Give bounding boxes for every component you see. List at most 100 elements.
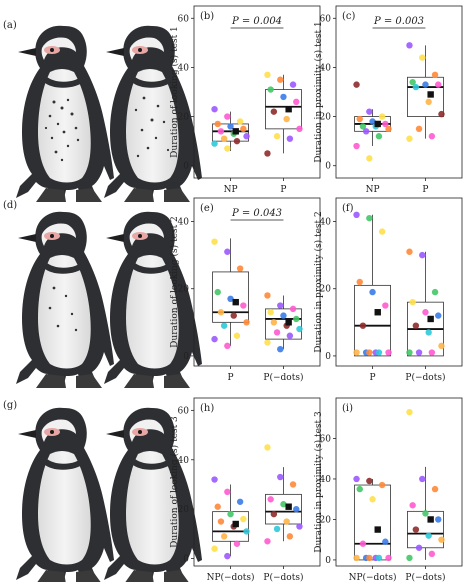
data-point [240, 302, 247, 309]
data-point [264, 150, 271, 157]
data-point [220, 135, 228, 142]
row-label-d: (d) [3, 200, 17, 211]
data-point [264, 292, 271, 299]
data-point [230, 312, 237, 319]
y-tick-label: 40 [178, 218, 190, 228]
data-point [419, 54, 426, 61]
y-tick-label: 60 [320, 14, 332, 24]
data-point [412, 83, 420, 91]
x-tick-label: NP [224, 185, 238, 195]
data-point [264, 538, 271, 545]
y-tick-label: 20 [178, 285, 190, 295]
data-point [366, 554, 373, 562]
y-tick-label: 40 [178, 63, 190, 73]
data-point [211, 545, 218, 552]
y-tick-label: 0 [325, 162, 331, 172]
data-point [243, 528, 250, 535]
box [265, 89, 302, 130]
mean-marker [232, 520, 239, 528]
data-point [369, 118, 376, 125]
data-point [224, 342, 231, 350]
x-tick-label: P(−dots) [263, 572, 303, 582]
data-point [431, 485, 439, 493]
data-point [369, 288, 376, 296]
y-tick-label: 60 [320, 434, 332, 444]
data-point [220, 533, 228, 540]
mean-marker [374, 120, 381, 128]
data-point [353, 475, 360, 483]
data-point [236, 265, 244, 272]
data-point [240, 125, 247, 133]
data-point [293, 98, 300, 106]
y-tick-label: 40 [320, 63, 332, 73]
y-tick-label: 20 [320, 515, 332, 525]
data-point [273, 329, 281, 336]
panel-label: (e) [200, 203, 214, 214]
data-point [431, 288, 439, 296]
data-point [283, 518, 290, 525]
data-point [236, 118, 244, 125]
box [265, 308, 302, 340]
data-point [224, 248, 231, 255]
data-point [428, 349, 436, 356]
data-point [353, 81, 360, 88]
y-tick-label: 0 [183, 555, 189, 565]
data-point [224, 552, 231, 560]
y-tick-label: 40 [178, 456, 190, 466]
data-point [270, 510, 278, 518]
data-point [264, 444, 271, 451]
data-point [359, 123, 367, 130]
data-point [409, 502, 416, 509]
data-point [227, 123, 234, 130]
data-point [243, 319, 250, 326]
data-point [356, 278, 363, 286]
plot-frame [193, 197, 321, 367]
data-point [277, 302, 284, 309]
mean-marker [232, 298, 239, 306]
data-point [406, 42, 413, 49]
penguin-dotted-control-icon [16, 211, 114, 388]
mean-marker [427, 91, 434, 98]
data-point [217, 518, 225, 525]
data-point [280, 312, 287, 319]
y-tick-label: 20 [320, 285, 332, 295]
panel-label: (i) [342, 403, 353, 414]
data-point [419, 475, 426, 483]
y-axis-label: Duration of looking (s) test 2 [169, 216, 180, 348]
data-point [366, 214, 373, 222]
data-point [211, 476, 218, 483]
data-point [431, 71, 439, 79]
data-point [366, 349, 373, 356]
data-point [211, 140, 218, 147]
data-point [385, 125, 392, 133]
data-point [359, 322, 367, 329]
penguin-dotted-right-icon [104, 25, 202, 203]
data-point [378, 481, 386, 489]
data-point [366, 155, 373, 162]
panel-label: (f) [342, 203, 354, 214]
data-point [415, 349, 423, 356]
data-point [362, 128, 370, 135]
data-point [356, 115, 363, 123]
y-axis-label: Duration of looking (s) test 1 [169, 26, 180, 158]
row-g-illustration: (g) [3, 400, 202, 582]
data-point [382, 538, 389, 545]
data-point [280, 93, 287, 101]
data-point [369, 496, 376, 503]
data-point [356, 485, 363, 493]
p-value-label: P = 0.004 [231, 16, 282, 27]
data-point [353, 349, 360, 356]
data-point [280, 501, 287, 508]
panel-b: (b) 0 20 40 60 Duration of looking (s) test 1… [169, 5, 321, 195]
data-point [382, 120, 389, 128]
box [354, 284, 391, 357]
data-point [406, 554, 413, 562]
data-point [214, 288, 221, 296]
data-point [227, 295, 234, 302]
data-point [353, 554, 360, 562]
data-point [425, 329, 432, 336]
